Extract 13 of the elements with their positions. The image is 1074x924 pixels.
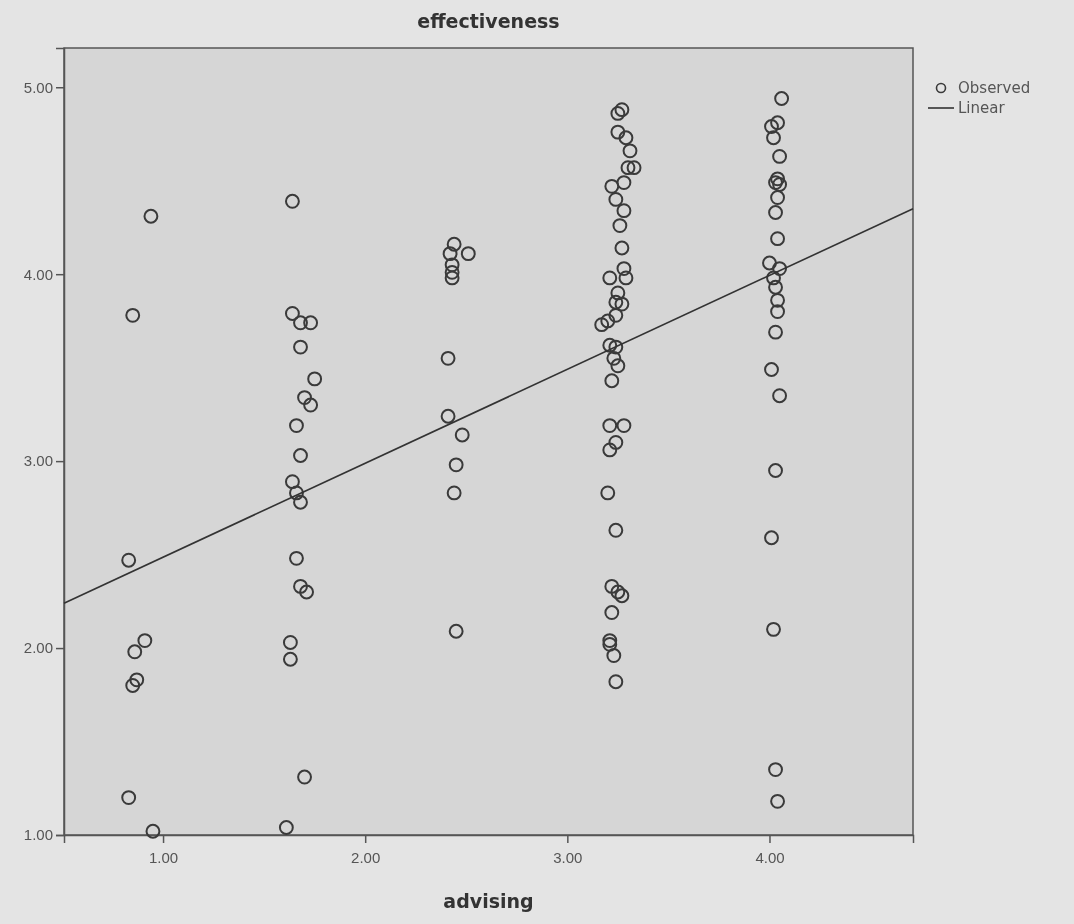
- x-axis-title: advising: [443, 890, 534, 912]
- legend-label: Linear: [958, 99, 1006, 118]
- y-tick-label: 4.00: [23, 265, 53, 283]
- x-tick-label: 1.00: [148, 848, 179, 866]
- chart-title: effectiveness: [417, 10, 560, 32]
- x-tick-label: 2.00: [351, 848, 381, 866]
- x-tick-label: 3.00: [553, 848, 583, 866]
- legend-label: Observed: [958, 79, 1031, 98]
- y-tick-label: 3.00: [23, 452, 53, 470]
- x-tick-label: 4.00: [755, 848, 785, 866]
- y-tick-label: 5.00: [23, 78, 53, 96]
- y-tick-label: 2.00: [23, 639, 53, 657]
- y-tick-label: 1.00: [23, 826, 53, 844]
